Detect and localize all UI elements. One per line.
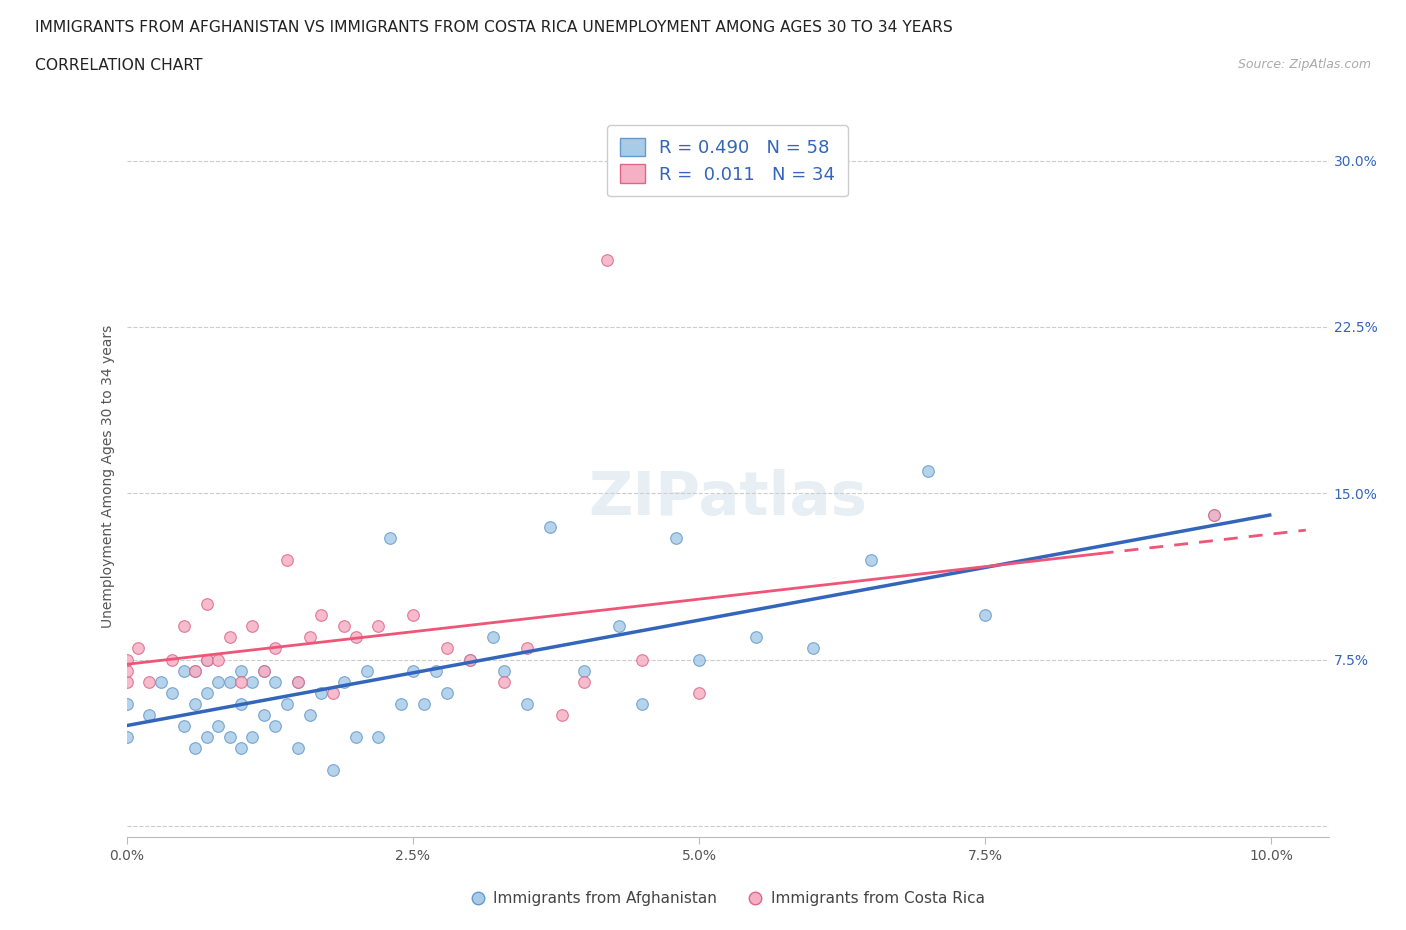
Point: [218, 630, 240, 644]
Point: [184, 663, 207, 678]
Point: [229, 741, 252, 756]
Point: [173, 719, 195, 734]
Point: [494, 663, 516, 678]
Point: [630, 652, 652, 667]
Point: [162, 685, 184, 700]
Point: [1204, 508, 1226, 523]
Point: [115, 674, 138, 689]
Point: [207, 652, 229, 667]
Point: [253, 663, 276, 678]
Point: [425, 663, 447, 678]
Point: [482, 630, 505, 644]
Point: [242, 674, 264, 689]
Point: [607, 618, 630, 633]
Point: [665, 530, 688, 545]
Point: [229, 674, 252, 689]
Point: [550, 708, 572, 723]
Point: [138, 674, 160, 689]
Point: [436, 685, 458, 700]
Point: [264, 719, 287, 734]
Point: [803, 641, 825, 656]
Point: [195, 685, 218, 700]
Text: ZIPatlas: ZIPatlas: [588, 469, 868, 527]
Point: [195, 597, 218, 612]
Point: [207, 674, 229, 689]
Point: [184, 697, 207, 711]
Point: [745, 630, 768, 644]
Point: [494, 674, 516, 689]
Point: [195, 652, 218, 667]
Point: [516, 641, 538, 656]
Point: [253, 708, 276, 723]
Point: [344, 730, 367, 745]
Point: [242, 618, 264, 633]
Point: [516, 697, 538, 711]
Point: [298, 708, 321, 723]
Text: Source: ZipAtlas.com: Source: ZipAtlas.com: [1237, 58, 1371, 71]
Point: [917, 464, 939, 479]
Point: [574, 674, 596, 689]
Point: [276, 552, 298, 567]
Point: [378, 530, 401, 545]
Point: [630, 697, 652, 711]
Point: [436, 641, 458, 656]
Point: [458, 652, 481, 667]
Point: [859, 552, 882, 567]
Point: [173, 618, 195, 633]
Point: [413, 697, 436, 711]
Point: [458, 652, 481, 667]
Point: [115, 663, 138, 678]
Point: [333, 618, 356, 633]
Point: [127, 641, 149, 656]
Point: [574, 663, 596, 678]
Point: [1204, 508, 1226, 523]
Point: [138, 708, 160, 723]
Point: [402, 608, 425, 623]
Point: [184, 741, 207, 756]
Point: [162, 652, 184, 667]
Point: [322, 763, 344, 777]
Point: [229, 663, 252, 678]
Point: [264, 641, 287, 656]
Point: [115, 697, 138, 711]
Point: [287, 674, 309, 689]
Point: [229, 697, 252, 711]
Legend: Immigrants from Afghanistan, Immigrants from Costa Rica: Immigrants from Afghanistan, Immigrants …: [464, 885, 991, 912]
Text: CORRELATION CHART: CORRELATION CHART: [35, 58, 202, 73]
Point: [688, 652, 710, 667]
Point: [173, 663, 195, 678]
Point: [309, 608, 332, 623]
Point: [218, 674, 240, 689]
Point: [596, 253, 619, 268]
Point: [367, 618, 389, 633]
Point: [218, 730, 240, 745]
Point: [344, 630, 367, 644]
Point: [287, 741, 309, 756]
Point: [184, 663, 207, 678]
Point: [309, 685, 332, 700]
Point: [298, 630, 321, 644]
Point: [264, 674, 287, 689]
Text: IMMIGRANTS FROM AFGHANISTAN VS IMMIGRANTS FROM COSTA RICA UNEMPLOYMENT AMONG AGE: IMMIGRANTS FROM AFGHANISTAN VS IMMIGRANT…: [35, 20, 953, 35]
Point: [322, 685, 344, 700]
Point: [356, 663, 378, 678]
Point: [149, 674, 172, 689]
Y-axis label: Unemployment Among Ages 30 to 34 years: Unemployment Among Ages 30 to 34 years: [101, 325, 115, 629]
Point: [367, 730, 389, 745]
Point: [538, 519, 561, 534]
Point: [333, 674, 356, 689]
Point: [115, 730, 138, 745]
Point: [276, 697, 298, 711]
Point: [195, 652, 218, 667]
Point: [195, 730, 218, 745]
Point: [389, 697, 412, 711]
Point: [207, 719, 229, 734]
Point: [253, 663, 276, 678]
Point: [974, 608, 997, 623]
Point: [402, 663, 425, 678]
Point: [287, 674, 309, 689]
Point: [242, 730, 264, 745]
Point: [115, 652, 138, 667]
Point: [688, 685, 710, 700]
